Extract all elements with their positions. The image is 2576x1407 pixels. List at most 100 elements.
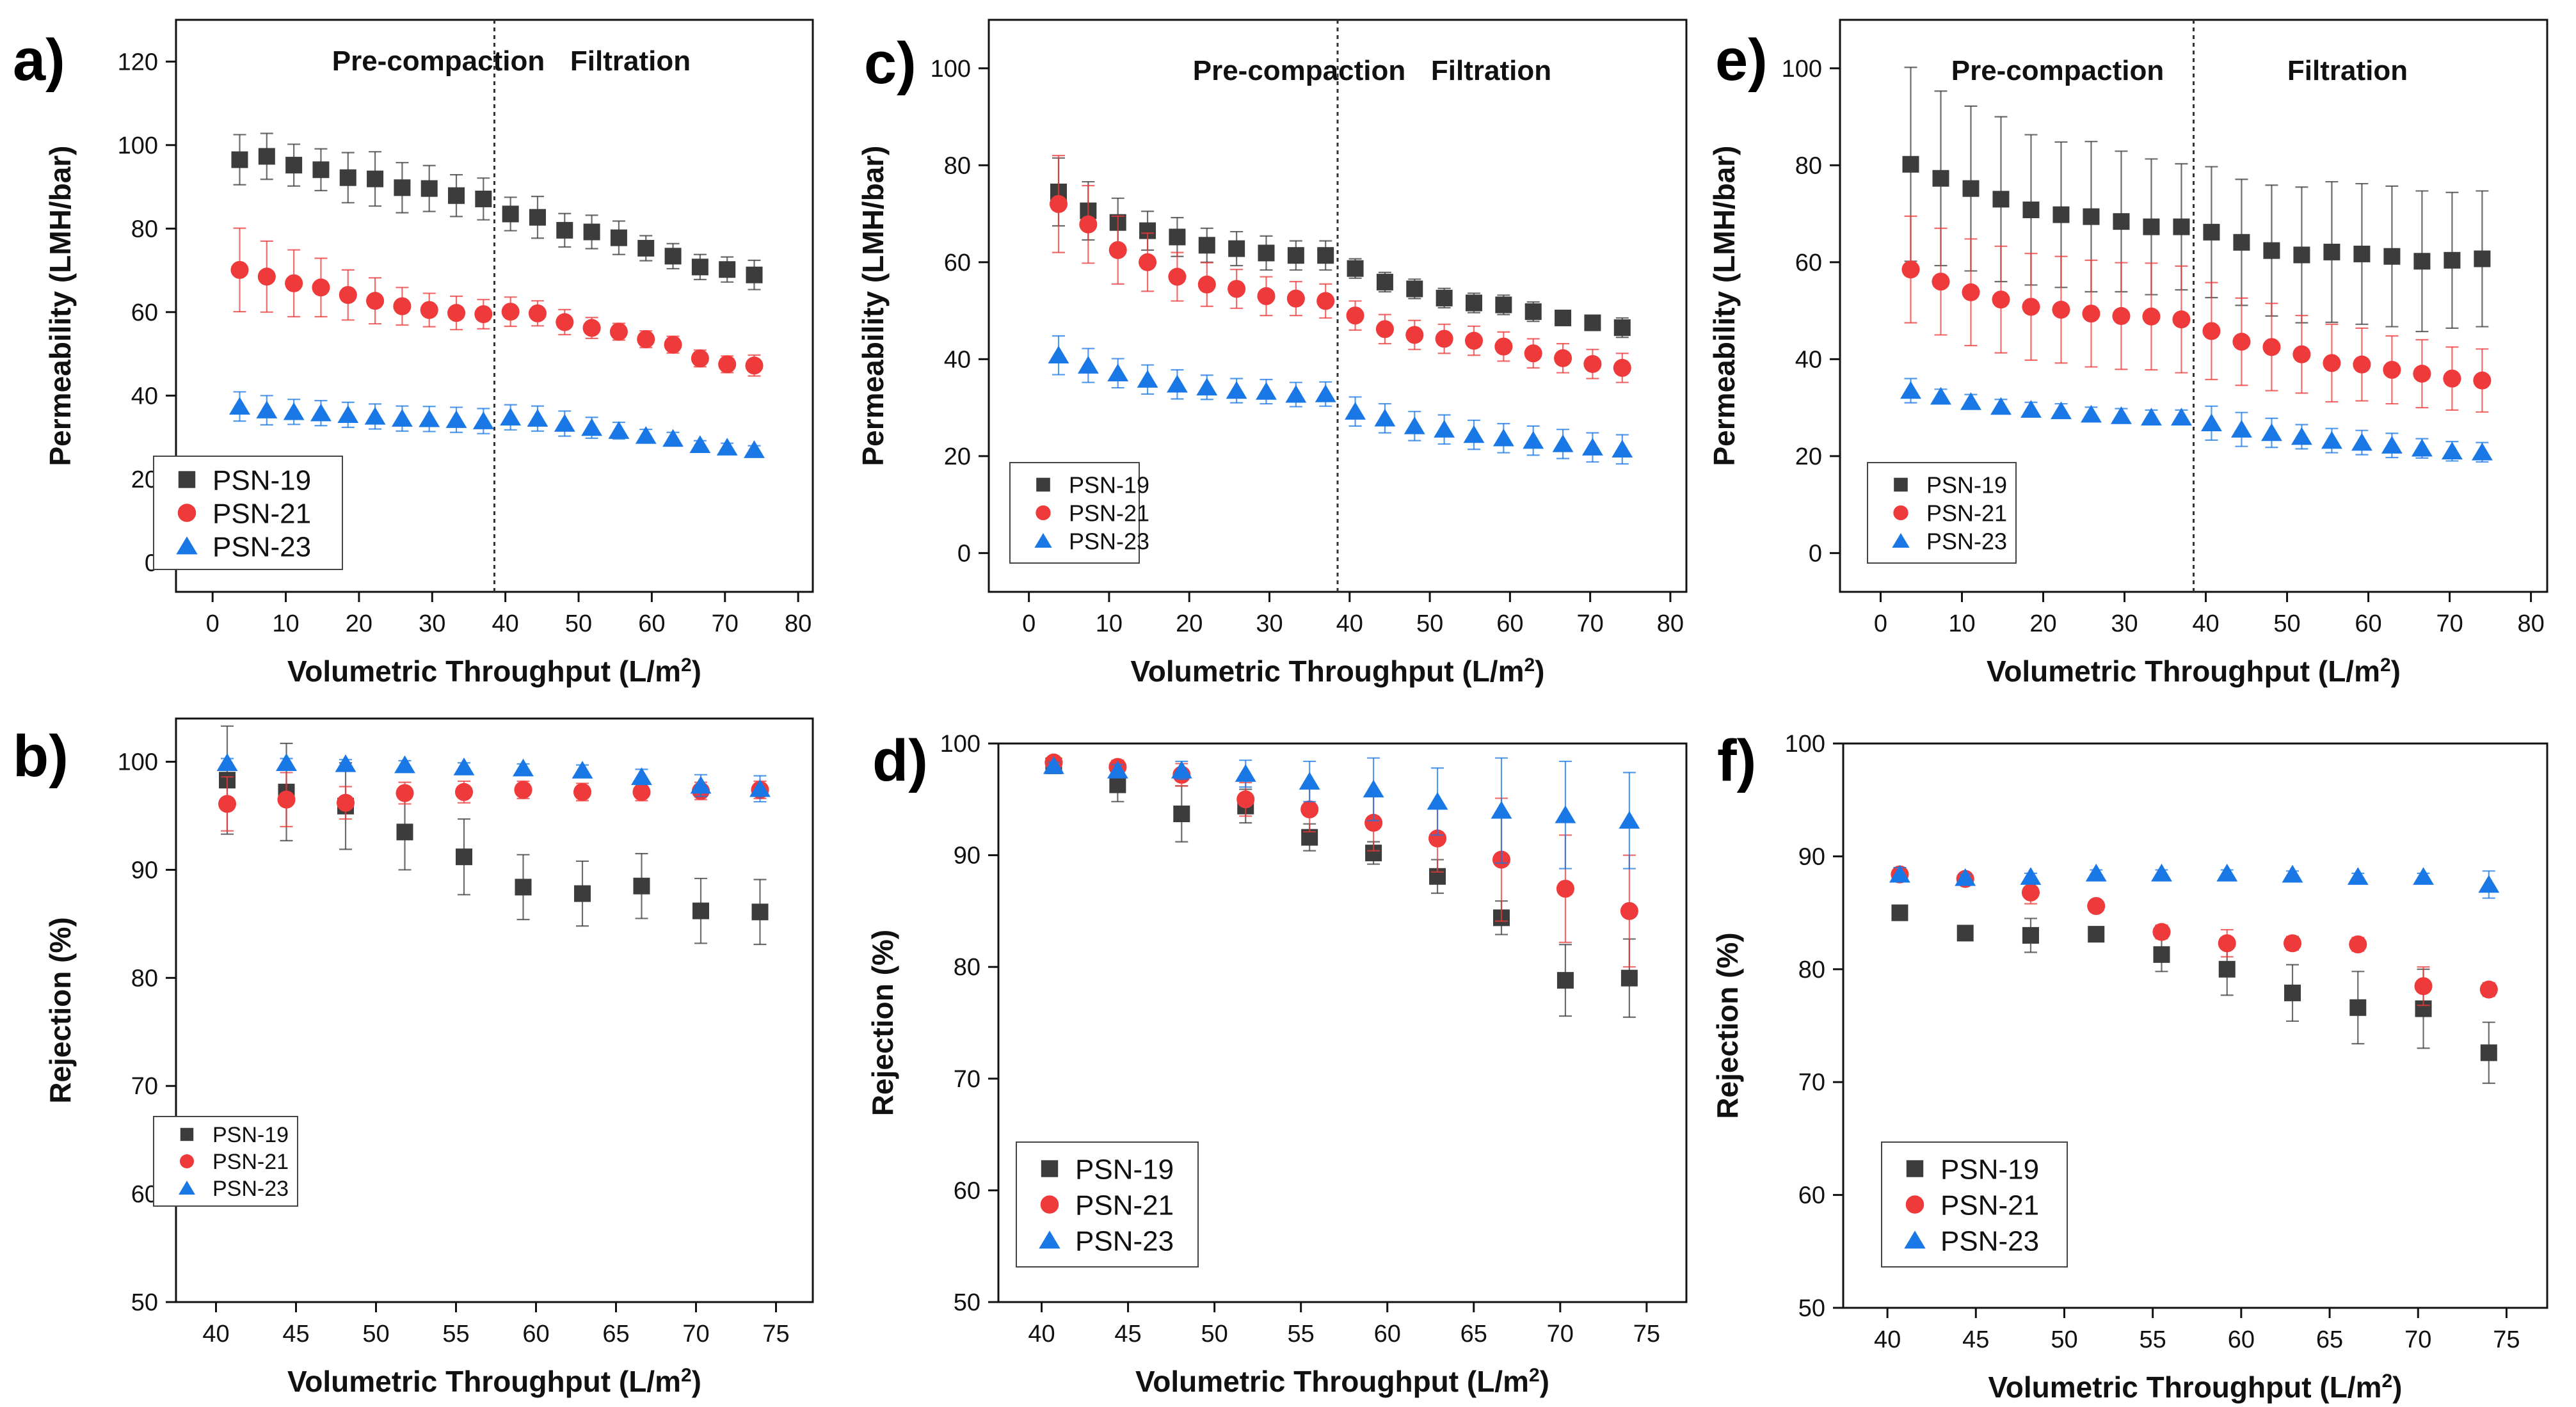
data-point [1463,425,1485,443]
series-psn-23 [229,391,765,458]
data-point [256,401,278,418]
legend-box [153,1116,298,1207]
data-point [1956,925,1974,942]
panel-b: 40 45 50 55 60 65 70 755060708090100Volumetric … [13,717,814,1398]
data-point [529,209,546,226]
data-point [1492,428,1514,447]
data-point [514,781,532,799]
panel-a: 0 10 20 30 40 50 60 70 80020406080100120Volumetr… [13,19,814,688]
data-point [2282,864,2303,883]
y-tick-label: 90 [131,857,158,884]
data-point [1930,386,1951,405]
x-tick-label: 80 [2517,610,2544,637]
data-point [394,755,415,774]
data-point [2291,427,2312,445]
data-point [283,402,305,420]
data-point [744,440,765,458]
data-point [1043,756,1064,774]
x-tick-label: 60 [2355,610,2381,637]
data-point [718,355,737,374]
data-point [637,239,655,257]
panel-c: 0 10 20 30 40 50 60 70 80 0 20 40 60 80 100 Volumetric … [856,19,1688,688]
x-tick-label: 50 [565,610,592,637]
x-tick-label: 60 [1374,1321,1401,1347]
data-point [218,795,237,813]
data-point [2081,404,2102,423]
legend-marker-psn-23 [1892,533,1910,548]
data-point [2480,1044,2497,1061]
data-point [1524,344,1542,363]
x-tick-label: 75 [762,1321,789,1347]
data-point [336,793,355,812]
legend-marker-psn-23 [179,1180,195,1195]
y-tick-label: 90 [954,843,980,870]
data-point [1345,402,1366,420]
data-point [2087,896,2106,916]
data-point [1375,320,1394,338]
data-point [1465,294,1482,312]
y-tick-label: 80 [944,152,971,179]
data-point [1435,330,1453,348]
series-psn-23 [1900,378,2493,463]
legend-marker-psn-21 [1040,1195,1059,1214]
data-point [1955,868,1976,886]
data-point [2022,201,2040,218]
data-point [1556,972,1574,989]
data-point [2283,934,2302,953]
data-point [745,356,764,375]
data-point [2082,305,2100,323]
data-point [1406,280,1423,298]
x-tick-label: 75 [1633,1321,1660,1347]
data-point [527,409,548,427]
y-tick-label: 120 [118,49,158,76]
data-point [454,783,474,801]
data-point [257,267,276,286]
y-tick-label: 60 [131,299,158,326]
data-point [1428,829,1447,848]
data-point [608,421,630,439]
series-psn-19 [1050,157,1631,338]
data-point [1581,438,1603,456]
data-point [581,418,603,436]
data-point [2413,253,2431,270]
data-point [2083,208,2100,225]
data-point [500,408,522,425]
data-point [1363,779,1384,798]
region-label-filtration: Filtration [1431,55,1551,86]
legend-label-psn-23: PSN-23 [1926,528,2007,554]
data-point [1584,314,1601,331]
data-point [312,278,330,297]
data-point [366,292,385,310]
x-tick-label: 40 [1336,610,1363,637]
data-point [2353,245,2371,262]
panel-d: 40 45 50 55 60 65 70 75 50 60 70 80 90 100 Volumetric … [866,728,1688,1398]
region-label-precompaction: Pre-compaction [332,45,545,77]
data-point [2173,218,2190,235]
data-point [690,775,712,794]
y-axis-label: Permeability (LMH/bar) [856,146,890,466]
x-tick-label: 20 [1176,610,1203,637]
data-point [1107,760,1128,779]
data-point [1107,363,1129,382]
legend-label-psn-19: PSN-19 [1926,472,2007,498]
y-tick-label: 80 [131,965,158,992]
x-tick-label: 60 [2228,1326,2255,1353]
data-point [1285,385,1307,403]
data-point [1048,346,1069,363]
x-tick-label: 60 [1496,610,1523,637]
legend-marker-psn-19 [180,1127,194,1141]
series-psn-19 [1902,67,2491,333]
data-point [2349,999,2367,1016]
x-tick-label: 45 [1114,1321,1141,1347]
x-tick-label: 0 [206,610,220,637]
y-tick-label: 20 [1795,443,1822,470]
panel-label: f) [1717,728,1756,793]
data-point [258,148,275,165]
data-point [1554,349,1572,367]
x-tick-label: 70 [1547,1321,1574,1347]
data-point [1889,864,1910,883]
data-point [1612,440,1633,457]
data-point [1436,289,1453,306]
data-point [1286,289,1305,308]
region-label-filtration: Filtration [570,45,691,77]
